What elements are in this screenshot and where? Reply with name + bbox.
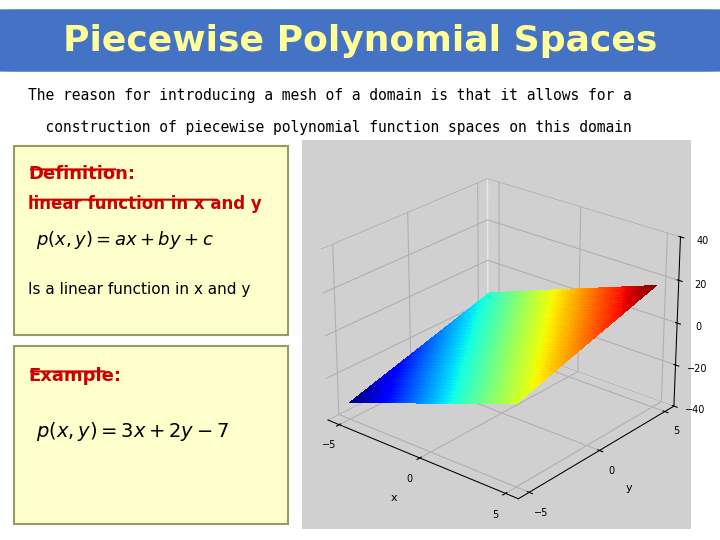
FancyBboxPatch shape	[14, 146, 288, 335]
Text: The reason for introducing a mesh of a domain is that it allows for a: The reason for introducing a mesh of a d…	[28, 87, 632, 103]
X-axis label: x: x	[391, 493, 397, 503]
Text: linear function in x and y: linear function in x and y	[28, 195, 262, 213]
Text: $p(x, y) = 3x + 2y - 7$: $p(x, y) = 3x + 2y - 7$	[36, 421, 230, 443]
Text: $p(x, y) = ax + by + c$: $p(x, y) = ax + by + c$	[36, 229, 214, 251]
FancyBboxPatch shape	[14, 346, 288, 524]
Text: Definition:: Definition:	[28, 165, 135, 183]
Y-axis label: y: y	[626, 483, 633, 492]
Text: Example:: Example:	[28, 367, 121, 385]
FancyBboxPatch shape	[0, 8, 720, 73]
Text: construction of piecewise polynomial function spaces on this domain: construction of piecewise polynomial fun…	[28, 120, 632, 135]
Text: Is a linear function in x and y: Is a linear function in x and y	[28, 282, 251, 297]
Text: Piecewise Polynomial Spaces: Piecewise Polynomial Spaces	[63, 24, 657, 57]
